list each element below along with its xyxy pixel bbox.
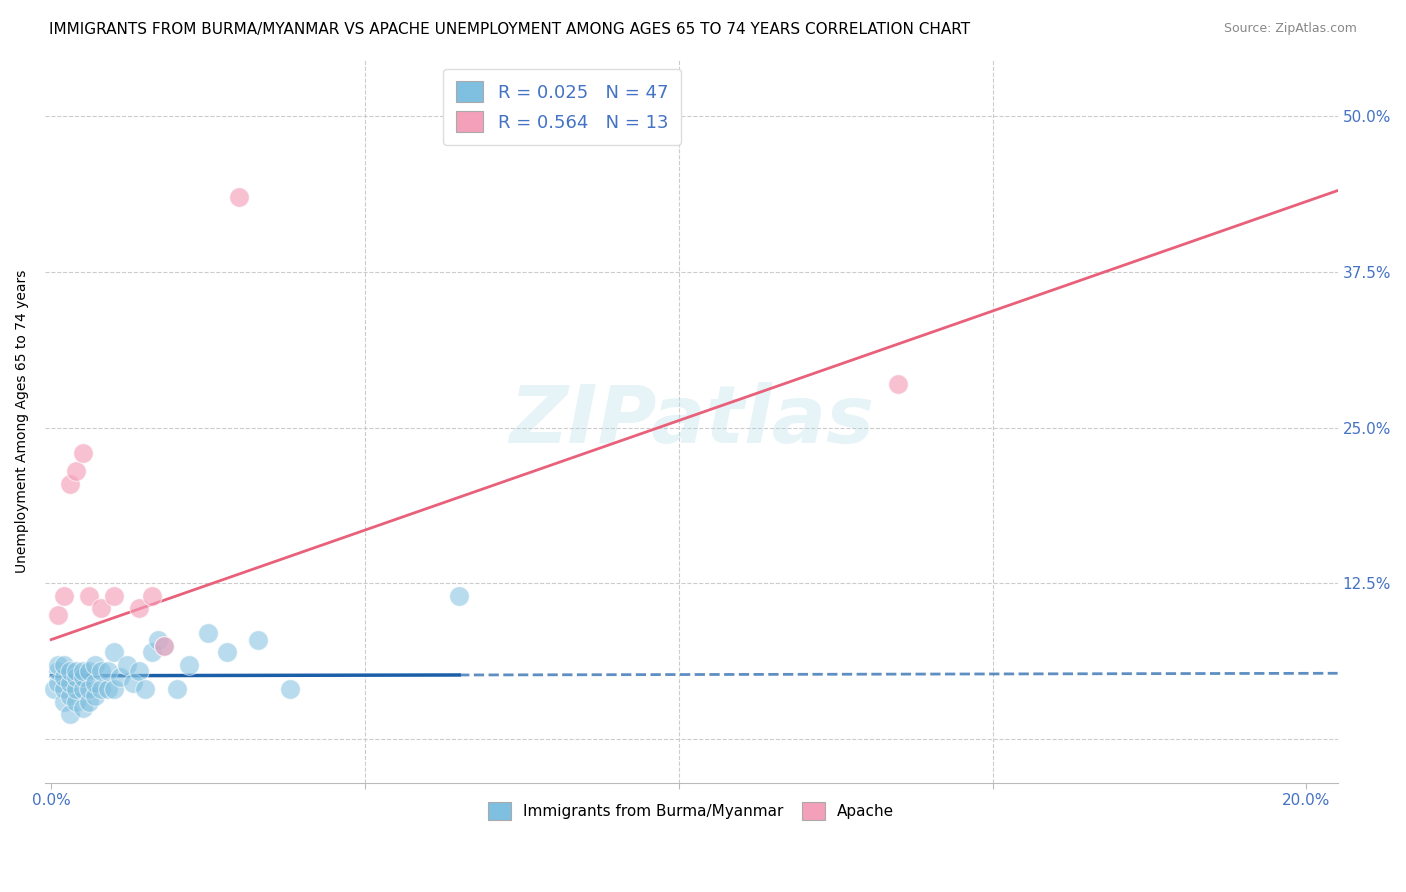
Point bbox=[90, 664, 112, 678]
Point bbox=[59, 689, 82, 703]
Point bbox=[153, 639, 176, 653]
Point bbox=[887, 376, 910, 391]
Point bbox=[141, 589, 163, 603]
Point bbox=[90, 601, 112, 615]
Point bbox=[52, 695, 75, 709]
Point bbox=[141, 645, 163, 659]
Point bbox=[84, 676, 107, 690]
Point bbox=[52, 682, 75, 697]
Text: ZIPatlas: ZIPatlas bbox=[509, 383, 873, 460]
Point bbox=[59, 676, 82, 690]
Point bbox=[72, 701, 94, 715]
Point bbox=[179, 657, 201, 672]
Point bbox=[128, 664, 150, 678]
Point bbox=[247, 632, 270, 647]
Point bbox=[146, 632, 169, 647]
Point bbox=[65, 682, 87, 697]
Point bbox=[103, 645, 125, 659]
Point bbox=[52, 670, 75, 684]
Point bbox=[84, 689, 107, 703]
Point bbox=[59, 664, 82, 678]
Y-axis label: Unemployment Among Ages 65 to 74 years: Unemployment Among Ages 65 to 74 years bbox=[15, 269, 30, 573]
Point bbox=[449, 589, 471, 603]
Point bbox=[90, 682, 112, 697]
Point bbox=[197, 626, 219, 640]
Point bbox=[166, 682, 188, 697]
Point bbox=[77, 664, 100, 678]
Point bbox=[228, 190, 250, 204]
Point bbox=[72, 670, 94, 684]
Point bbox=[77, 589, 100, 603]
Point bbox=[59, 707, 82, 722]
Point bbox=[72, 682, 94, 697]
Text: IMMIGRANTS FROM BURMA/MYANMAR VS APACHE UNEMPLOYMENT AMONG AGES 65 TO 74 YEARS C: IMMIGRANTS FROM BURMA/MYANMAR VS APACHE … bbox=[49, 22, 970, 37]
Point bbox=[110, 670, 132, 684]
Point bbox=[52, 657, 75, 672]
Point bbox=[128, 601, 150, 615]
Point bbox=[103, 682, 125, 697]
Point bbox=[84, 657, 107, 672]
Point bbox=[77, 695, 100, 709]
Point bbox=[97, 682, 120, 697]
Point bbox=[115, 657, 138, 672]
Point bbox=[121, 676, 143, 690]
Point bbox=[72, 664, 94, 678]
Point bbox=[44, 682, 66, 697]
Legend: Immigrants from Burma/Myanmar, Apache: Immigrants from Burma/Myanmar, Apache bbox=[482, 797, 900, 826]
Point bbox=[46, 664, 69, 678]
Point bbox=[134, 682, 156, 697]
Point bbox=[65, 670, 87, 684]
Point bbox=[103, 589, 125, 603]
Text: Source: ZipAtlas.com: Source: ZipAtlas.com bbox=[1223, 22, 1357, 36]
Point bbox=[65, 695, 87, 709]
Point bbox=[46, 657, 69, 672]
Point bbox=[46, 676, 69, 690]
Point bbox=[215, 645, 238, 659]
Point bbox=[46, 607, 69, 622]
Point bbox=[65, 464, 87, 478]
Point bbox=[52, 589, 75, 603]
Point bbox=[59, 476, 82, 491]
Point bbox=[97, 664, 120, 678]
Point bbox=[153, 639, 176, 653]
Point bbox=[72, 445, 94, 459]
Point bbox=[77, 682, 100, 697]
Point bbox=[278, 682, 301, 697]
Point bbox=[65, 664, 87, 678]
